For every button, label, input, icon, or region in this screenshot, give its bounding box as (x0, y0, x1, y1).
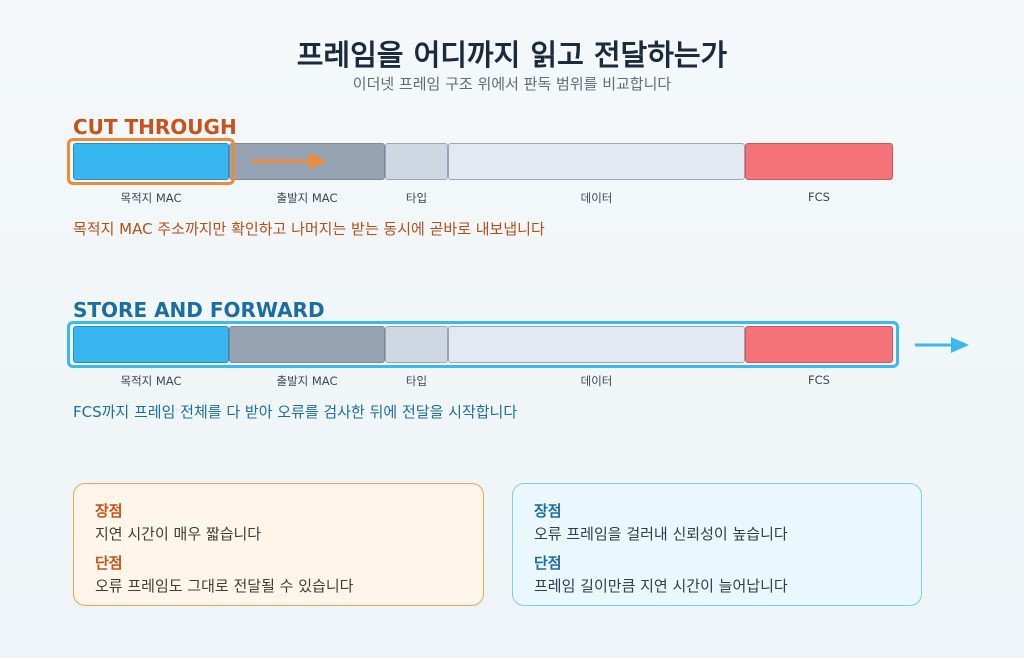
frame-field-fcs (745, 143, 893, 180)
store-and-forward-pros-cons-card: 장점 오류 프레임을 걸러내 신뢰성이 높습니다 단점 프레임 길이만큼 지연 … (512, 483, 922, 606)
field-label-data: 데이터 (580, 191, 613, 205)
field-label-fcs: FCS (808, 190, 830, 204)
frame-field-data (448, 143, 745, 180)
frame-field-dst-mac (73, 143, 229, 180)
cut-through-pros-cons-card: 장점 지연 시간이 매우 짧습니다 단점 오류 프레임도 그대로 전달될 수 있… (73, 483, 484, 606)
field-label-src-mac: 출발지 MAC (276, 374, 338, 388)
field-label-data: 데이터 (580, 374, 613, 388)
store-and-forward-frame (73, 326, 893, 363)
store-and-forward-label: STORE AND FORWARD (73, 298, 325, 322)
cut-through-description: 목적지 MAC 주소까지만 확인하고 나머지는 받는 동시에 곧바로 내보냅니다 (73, 220, 545, 238)
frame-field-src-mac (229, 326, 385, 363)
field-label-dst-mac: 목적지 MAC (120, 191, 182, 205)
field-label-src-mac: 출발지 MAC (276, 191, 338, 205)
cons-title: 단점 (95, 554, 123, 572)
frame-field-data (448, 326, 745, 363)
field-label-dst-mac: 목적지 MAC (120, 374, 182, 388)
store-and-forward-read-range (67, 321, 899, 368)
pros-title: 장점 (95, 502, 123, 520)
frame-field-type (385, 143, 448, 180)
store-and-forward-field-labels: 목적지 MAC 출발지 MAC 타입 데이터 FCS (73, 373, 893, 389)
cut-through-arrow-icon (251, 153, 327, 169)
frame-field-type (385, 326, 448, 363)
cut-through-read-range (67, 138, 235, 185)
cons-text: 프레임 길이만큼 지연 시간이 늘어납니다 (534, 577, 788, 595)
store-and-forward-description: FCS까지 프레임 전체를 다 받아 오류를 검사한 뒤에 전달을 시작합니다 (73, 403, 518, 421)
field-label-type: 타입 (405, 374, 428, 388)
frame-field-dst-mac (73, 326, 229, 363)
field-label-type: 타입 (405, 191, 428, 205)
store-and-forward-arrow-icon (915, 337, 969, 353)
cons-text: 오류 프레임도 그대로 전달될 수 있습니다 (95, 577, 354, 595)
page-title: 프레임을 어디까지 읽고 전달하는가 (296, 38, 728, 72)
pros-title: 장점 (534, 502, 562, 520)
cut-through-frame (73, 143, 893, 180)
pros-text: 오류 프레임을 걸러내 신뢰성이 높습니다 (534, 525, 788, 543)
cons-title: 단점 (534, 554, 562, 572)
cut-through-label: CUT THROUGH (73, 115, 237, 139)
frame-field-fcs (745, 326, 893, 363)
page-subtitle: 이더넷 프레임 구조 위에서 판독 범위를 비교합니다 (352, 75, 672, 93)
field-label-fcs: FCS (808, 373, 830, 387)
pros-text: 지연 시간이 매우 짧습니다 (95, 525, 262, 543)
cut-through-field-labels: 목적지 MAC 출발지 MAC 타입 데이터 FCS (73, 190, 893, 206)
